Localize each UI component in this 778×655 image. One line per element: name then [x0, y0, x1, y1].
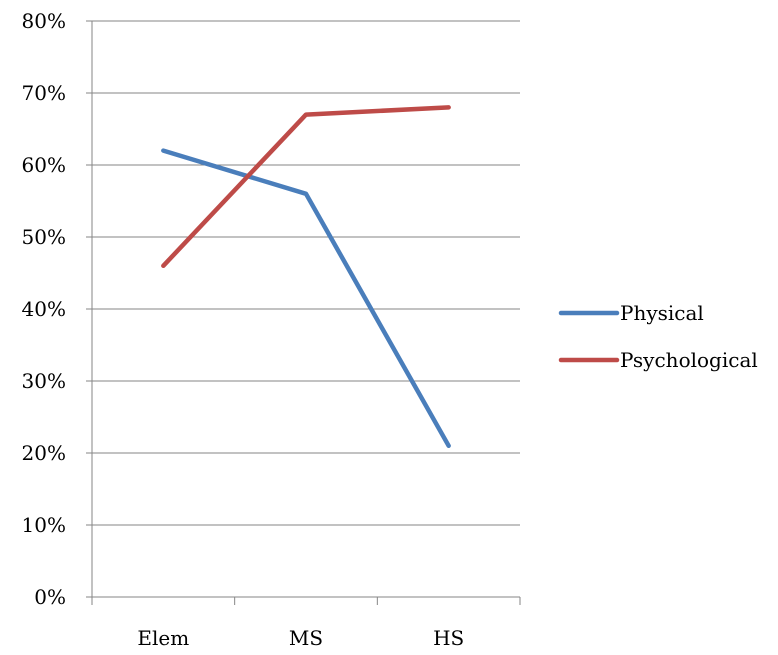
x-axis-tick-marks: [91, 597, 521, 605]
y-tick-label: 70%: [22, 81, 66, 105]
legend-label-psychological: Psychological: [620, 348, 758, 372]
x-axis-tick-labels: Elem MS HS: [137, 626, 464, 650]
y-tick-label: 50%: [22, 225, 66, 249]
legend: Physical Psychological: [558, 301, 758, 372]
y-tick-label: 0%: [34, 585, 66, 609]
gridlines: [92, 20, 520, 526]
y-tick-label: 60%: [22, 153, 66, 177]
series-line-physical: [161, 148, 451, 449]
legend-label-physical: Physical: [620, 301, 704, 325]
x-tick-label: MS: [289, 626, 323, 650]
series-line-psychological: [161, 105, 451, 269]
x-tick-label: HS: [433, 626, 464, 650]
y-tick-label: 80%: [22, 9, 66, 33]
x-tick-label: Elem: [137, 626, 189, 650]
series-lines: [161, 105, 451, 449]
y-axis-tick-labels: 0% 10% 20% 30% 40% 50% 60% 70% 80%: [22, 9, 92, 609]
y-tick-label: 40%: [22, 297, 66, 321]
y-tick-label: 10%: [22, 513, 66, 537]
y-tick-label: 30%: [22, 369, 66, 393]
y-tick-label: 20%: [22, 441, 66, 465]
